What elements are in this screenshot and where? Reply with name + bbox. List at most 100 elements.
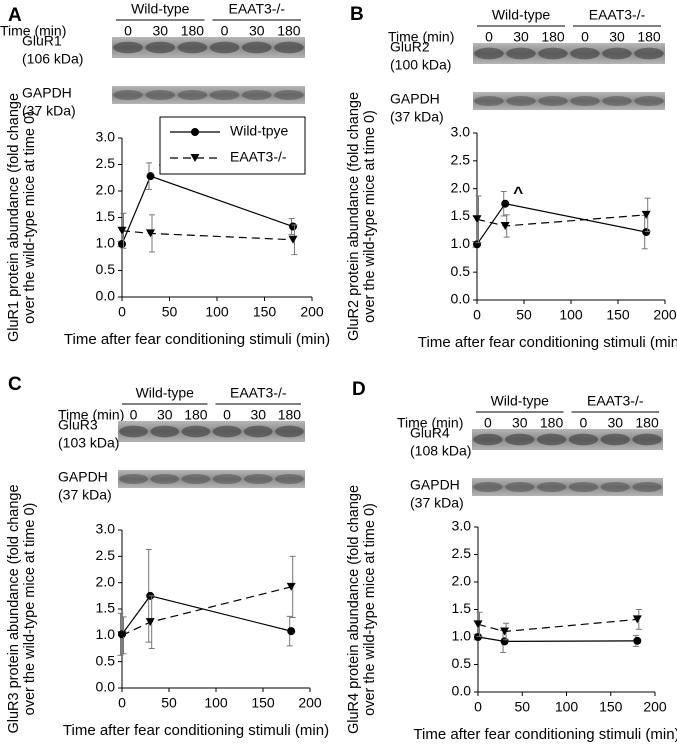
x-tick-label: 150: [606, 307, 630, 323]
control-size: (37 kDa): [410, 495, 464, 511]
y-tick-label: 2.0: [96, 182, 116, 198]
lane-time: 180: [637, 29, 661, 45]
y-tick-label: 3.0: [96, 129, 116, 145]
lane-time: 0: [124, 23, 132, 39]
blot-band: [145, 41, 176, 54]
blot-band: [570, 47, 600, 60]
x-tick-label: 150: [599, 699, 623, 715]
y-tick-label: 1.5: [96, 600, 116, 616]
blot-band: [113, 89, 143, 101]
lane-time: 30: [607, 415, 623, 431]
marker: [286, 582, 296, 591]
x-tick-label: 150: [251, 695, 275, 711]
time-label: Time (min): [397, 415, 463, 431]
x-axis-label: Time after fear conditioning stimuli (mi…: [64, 331, 330, 348]
y-axis-label: GluR4 protein abundance (fold change: [346, 485, 362, 734]
marker: [287, 627, 296, 636]
legend: Wild-tpye EAAT3-/-: [159, 116, 306, 175]
protein-size: (106 kDa): [22, 51, 83, 67]
blot-band: [632, 433, 662, 446]
y-tick-label: 3.0: [452, 518, 472, 534]
blot-strip: [118, 470, 305, 488]
y-tick-label: 2.5: [452, 545, 472, 561]
y-axis-label: GluR3 protein abundance (fold change: [6, 484, 22, 733]
lane-time: 180: [181, 23, 205, 39]
y-tick-label: 0.0: [451, 291, 471, 307]
blot-strip: [473, 92, 665, 110]
blot-band: [113, 41, 143, 54]
blot-band: [275, 473, 304, 485]
y-tick-label: 1.0: [96, 235, 116, 251]
marker: [473, 620, 483, 629]
x-tick-label: 150: [253, 304, 277, 320]
blot-band: [212, 425, 242, 438]
panel: D Wild-type EAAT3-/- Time (min) 0 30 180 0 30 180…: [346, 379, 677, 743]
marker: [632, 615, 642, 624]
blot-band: [119, 473, 148, 485]
legend-marker: [191, 128, 199, 136]
y-tick-label: 1.5: [452, 600, 472, 616]
marker: [472, 215, 482, 224]
marker: [146, 229, 155, 238]
legend-label: Wild-tpye: [230, 123, 289, 139]
marker: [288, 235, 298, 244]
blot-band: [538, 47, 568, 60]
blot-band: [506, 95, 536, 107]
blot-strip: [472, 478, 663, 496]
blot-band: [602, 95, 632, 107]
control-size: (37 kDa): [22, 103, 76, 119]
blot-band: [536, 481, 567, 493]
blot-band: [181, 473, 211, 485]
y-tick-label: 2.5: [96, 155, 116, 171]
blot-group-label: EAAT3-/-: [587, 393, 644, 409]
control-size: (37 kDa): [390, 109, 444, 125]
x-tick-label: 100: [204, 695, 228, 711]
x-tick-label: 100: [559, 307, 583, 323]
blot-band: [243, 425, 273, 438]
panel: B Wild-type EAAT3-/- Time (min) 0 30 180 0 30 180…: [346, 4, 677, 351]
marker: [145, 618, 155, 627]
y-axis-label: over the wild-type mice at time 0): [362, 503, 378, 716]
blot-band: [275, 425, 304, 438]
blot-band: [538, 95, 568, 107]
panel-label: D: [352, 379, 366, 400]
y-axis-label: over the wild-type mice at time 0): [22, 503, 38, 716]
x-axis-label: Time after fear conditioning stimuli (mi…: [413, 726, 677, 743]
y-tick-label: 1.5: [451, 207, 471, 223]
x-tick-label: 50: [161, 695, 177, 711]
protein-size: (103 kDa): [58, 435, 119, 451]
blot-band: [150, 473, 180, 485]
blot-band: [145, 89, 176, 101]
y-tick-label: 0.5: [451, 263, 471, 279]
lane-time: 30: [152, 23, 168, 39]
protein-label: GluR2: [390, 39, 430, 55]
x-tick-label: 50: [516, 307, 532, 323]
blot-band: [568, 481, 599, 493]
blot-band: [177, 89, 208, 101]
blot-band: [600, 481, 630, 493]
lane-time: 180: [184, 407, 208, 423]
x-tick-label: 200: [653, 307, 677, 323]
blot-band: [600, 433, 630, 446]
time-label: Time (min): [58, 407, 124, 423]
lane-time: 0: [484, 415, 492, 431]
x-tick-label: 200: [298, 695, 322, 711]
control-label: GAPDH: [58, 469, 108, 485]
x-axis-label: Time after fear conditioning stimuli (mi…: [418, 334, 677, 351]
y-axis-label: GluR2 protein abundance (fold change: [346, 92, 362, 341]
control-label: GAPDH: [22, 85, 72, 101]
blot-band: [274, 89, 304, 101]
marker: [500, 221, 510, 230]
x-tick-label: 0: [118, 304, 126, 320]
lane-time: 0: [223, 407, 231, 423]
marker: [474, 633, 482, 641]
protein-label: GluR3: [58, 417, 98, 433]
marker: [500, 627, 510, 636]
marker: [118, 240, 126, 248]
x-tick-label: 0: [474, 699, 482, 715]
blot-band: [473, 433, 503, 446]
y-tick-label: 2.0: [452, 573, 472, 589]
marker: [289, 222, 297, 231]
y-tick-label: 1.5: [96, 208, 116, 224]
blot-band: [177, 41, 208, 54]
